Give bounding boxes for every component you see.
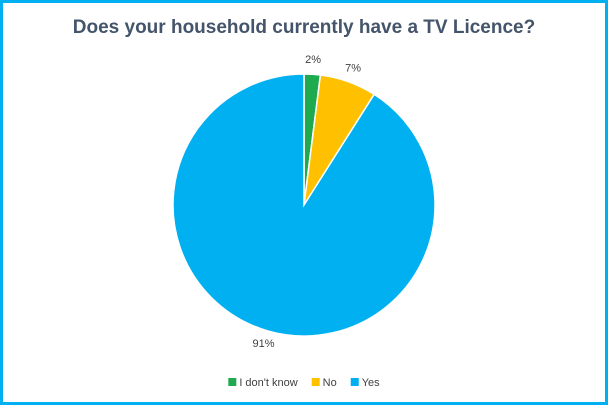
pie-slice: [172, 73, 436, 337]
data-label: 91%: [253, 338, 275, 350]
legend-swatch: [350, 378, 359, 386]
data-label: 2%: [305, 54, 321, 66]
legend-swatch: [311, 378, 320, 386]
data-label: 7%: [345, 62, 361, 74]
chart-title: Does your household currently have a TV …: [73, 17, 535, 38]
legend-label: No: [323, 377, 337, 389]
legend-swatch: [228, 378, 237, 386]
legend-label: Yes: [362, 377, 380, 389]
legend-label: I don't know: [239, 377, 297, 389]
